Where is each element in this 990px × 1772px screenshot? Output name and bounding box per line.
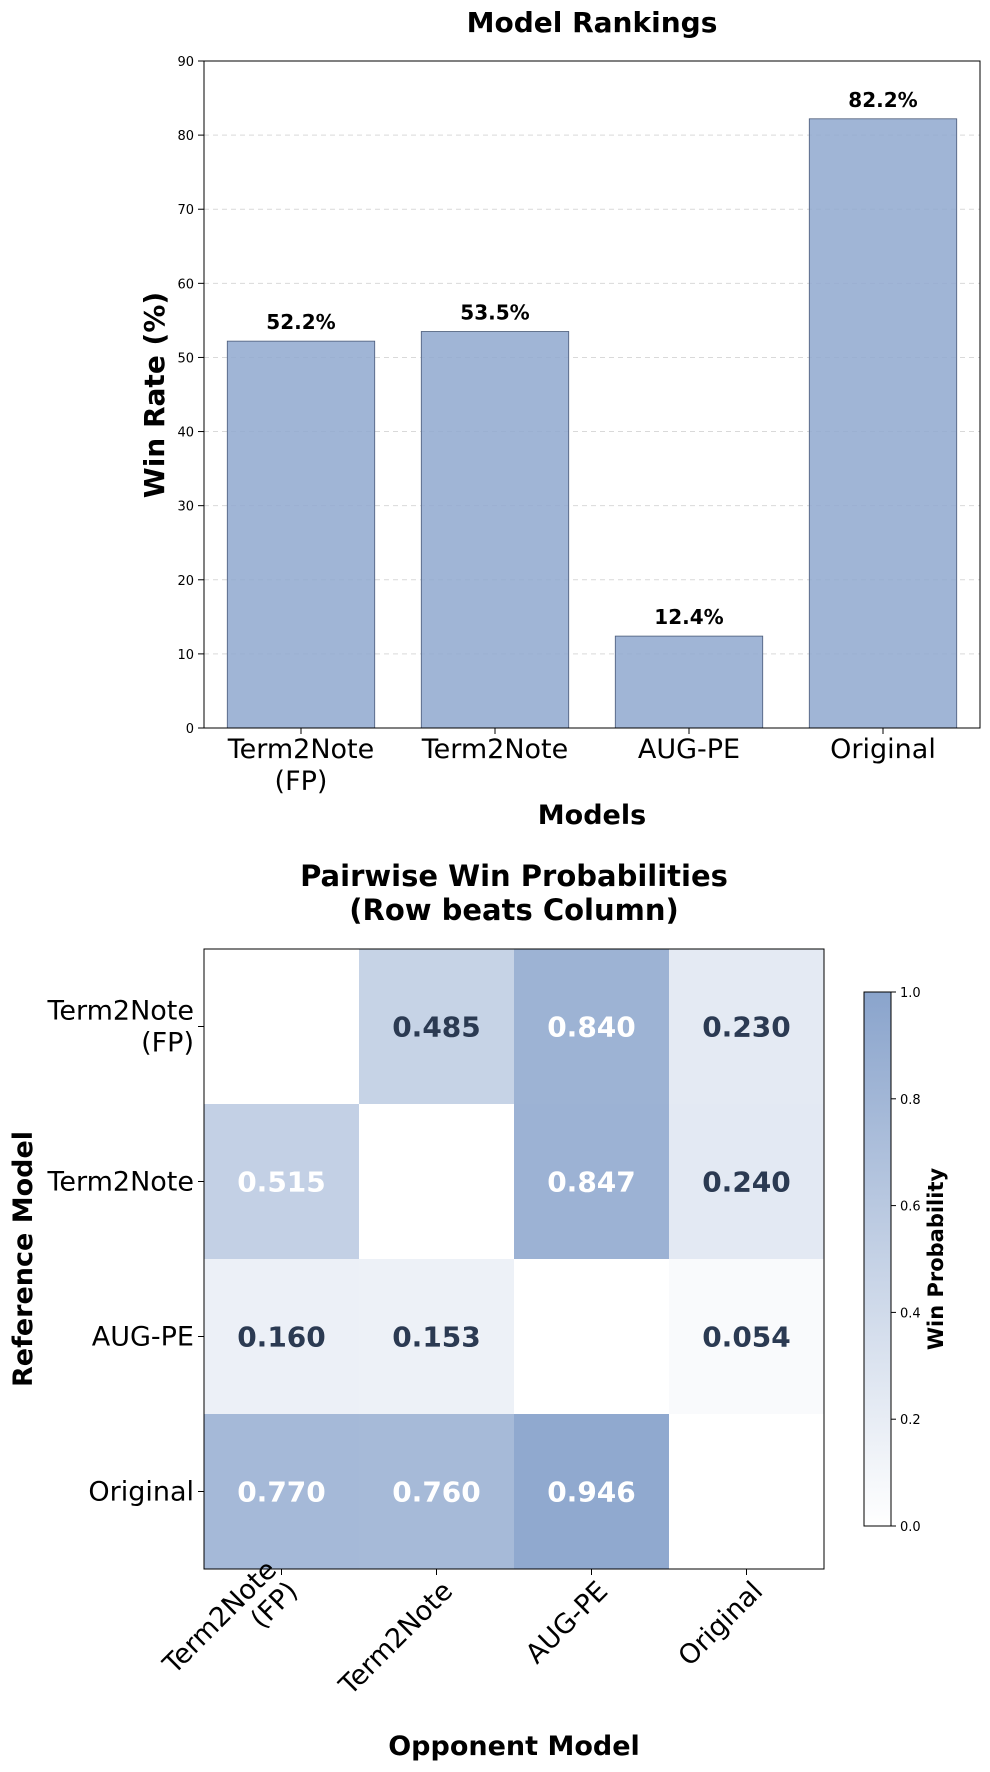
heatmap-title-text: Pairwise Win Probabilities (Row beats Col… [300, 859, 728, 927]
heatmap-cell-label: 0.230 [702, 1011, 791, 1044]
x-tick-label: AUG-PE [638, 734, 740, 765]
bars [226, 118, 958, 729]
heatmap-cell-label: 0.153 [392, 1321, 481, 1354]
heatmap-cell [669, 1259, 824, 1414]
heatmap: Pairwise Win Probabilities (Row beats Col… [8, 859, 825, 1762]
heatmap-cell-label: 0.847 [547, 1166, 636, 1199]
heatmap-cell [514, 1414, 669, 1569]
heatmap-cell-label: 0.840 [547, 1011, 636, 1044]
heatmap-cell-label: 0.515 [237, 1166, 326, 1199]
colorbar-tick-label: 0.0 [900, 1520, 921, 1535]
bar-value-label: 82.2% [848, 88, 917, 112]
column-label: Term2Note [333, 1576, 459, 1702]
row-label: Term2Note [46, 1167, 194, 1198]
y-tick-label: 50 [177, 351, 194, 366]
bar-value-labels: 52.2% 53.5% 12.4% 82.2% [266, 88, 917, 629]
heatmap-cell-label: 0.160 [237, 1321, 326, 1354]
column-label: AUG-PE [520, 1576, 614, 1670]
colorbar-tick-label: 0.2 [900, 1413, 921, 1428]
colorbar-ticks: 0.0 0.2 0.4 0.6 0.8 1.0 [891, 986, 921, 1535]
heatmap-x-axis-label: Opponent Model [388, 1731, 640, 1762]
heatmap-cell-label: 0.054 [702, 1321, 791, 1354]
heatmap-cell [514, 1259, 669, 1414]
bar-chart-title: Model Rankings [467, 6, 718, 39]
colorbar: 0.0 0.2 0.4 0.6 0.8 1.0 Win Probability [863, 986, 948, 1535]
heatmap-cell [359, 1414, 514, 1569]
y-tick-label: 80 [177, 129, 194, 144]
colorbar-tick-label: 0.6 [900, 1200, 921, 1215]
bar [614, 635, 764, 729]
colorbar-tick-label: 0.8 [900, 1093, 921, 1108]
bar-value-label: 53.5% [460, 301, 529, 325]
heatmap-cell [359, 1104, 514, 1259]
heatmap-row-labels: Term2Note (FP) Term2Note AUG-PE Original [46, 996, 204, 1508]
column-label-group: Term2Note [333, 1576, 459, 1702]
x-axis-ticks: Term2Note (FP) Term2Note AUG-PE Original [227, 728, 936, 797]
column-label-group: Original [672, 1576, 769, 1673]
bar [420, 331, 570, 729]
heatmap-cell [514, 1104, 669, 1259]
column-label: Term2Note(FP) [157, 1554, 304, 1701]
colorbar-tick-label: 0.4 [900, 1306, 921, 1321]
bar [808, 118, 958, 729]
heatmap-cell-label: 0.946 [547, 1476, 636, 1509]
heatmap-cell [669, 949, 824, 1104]
x-tick-label: Term2Note (FP) [227, 734, 375, 797]
row-label: Term2Note (FP) [46, 996, 194, 1059]
y-axis-ticks: 0 10 20 30 40 50 60 70 80 90 [177, 55, 204, 737]
y-tick-label: 70 [177, 203, 194, 218]
column-label-group: Term2Note(FP) [157, 1554, 304, 1701]
heatmap-cell [204, 1104, 359, 1259]
heatmap-cell [669, 1104, 824, 1259]
heatmap-cell-label: 0.770 [237, 1476, 326, 1509]
x-tick-label: Original [830, 734, 936, 765]
heatmap-cell [514, 949, 669, 1104]
y-tick-label: 10 [177, 648, 194, 663]
row-label: AUG-PE [92, 1322, 194, 1353]
colorbar-label: Win Probability [924, 1168, 948, 1351]
heatmap-cell [359, 1259, 514, 1414]
colorbar-tick-label: 1.0 [900, 986, 921, 1001]
y-tick-label: 30 [177, 500, 194, 515]
bar [226, 340, 376, 729]
heatmap-title: Pairwise Win Probabilities (Row beats Col… [300, 859, 728, 927]
heatmap-cell [204, 949, 359, 1104]
y-tick-label: 20 [177, 574, 194, 589]
bar-plot-frame [203, 60, 981, 729]
column-label: Original [672, 1576, 769, 1673]
row-label: Original [88, 1477, 194, 1508]
y-axis-label: Win Rate (%) [138, 292, 171, 498]
x-tick-label: Term2Note [421, 734, 569, 765]
bar-value-label: 12.4% [654, 605, 723, 629]
heatmap-cell [359, 949, 514, 1104]
heatmap-cell-labels: 0.485 0.840 0.230 0.515 0.847 0.240 0.160 0.153… [237, 1011, 791, 1509]
heatmap-cell-label: 0.240 [702, 1166, 791, 1199]
bar-value-label: 52.2% [266, 310, 335, 334]
y-tick-label: 40 [177, 426, 194, 441]
y-tick-label: 0 [186, 722, 194, 737]
y-tick-label: 60 [177, 277, 194, 292]
heatmap-cells [204, 949, 824, 1569]
x-axis-label: Models [538, 800, 646, 831]
y-tick-label: 90 [177, 55, 194, 70]
column-label-group: AUG-PE [520, 1576, 614, 1670]
heatmap-cell-label: 0.760 [392, 1476, 481, 1509]
heatmap-frame [203, 948, 825, 1570]
heatmap-cell-label: 0.485 [392, 1011, 481, 1044]
heatmap-cell [669, 1414, 824, 1569]
heatmap-cell [204, 1414, 359, 1569]
heatmap-cell [204, 1259, 359, 1414]
heatmap-column-labels: Term2Note(FP) Term2Note AUG-PE Original [157, 1554, 769, 1701]
bar-chart: Model Rankings 52.2% 53.5% 12.4% 82.2% 0 10 2… [138, 6, 981, 831]
colorbar-gradient [863, 991, 892, 1527]
heatmap-y-axis-label: Reference Model [8, 1131, 39, 1387]
